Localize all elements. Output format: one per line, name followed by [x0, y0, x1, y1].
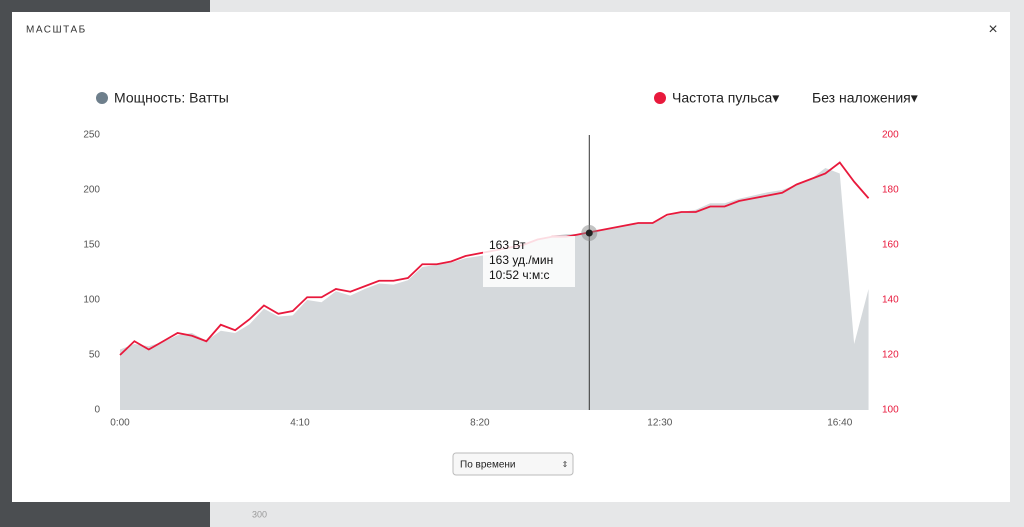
legend-hr[interactable]: Частота пульса▾	[672, 90, 779, 106]
y2-tick-label: 120	[882, 350, 899, 361]
overlay-select[interactable]: Без наложения▾	[812, 90, 918, 106]
tooltip	[483, 236, 575, 287]
close-button[interactable]: ×	[988, 21, 997, 38]
legend-dot	[654, 92, 666, 104]
x-tick-label: 4:10	[290, 418, 310, 429]
y2-tick-label: 200	[882, 130, 899, 141]
y-tick-label: 200	[83, 185, 100, 196]
y-tick-label: 250	[83, 130, 100, 141]
select-arrow[interactable]: ⇕	[562, 460, 569, 469]
power-area	[120, 168, 869, 410]
y-tick-label: 150	[83, 240, 100, 251]
tooltip-line: 163 уд./мин	[489, 253, 553, 267]
x-tick-label: 12:30	[647, 418, 672, 429]
bg-label: 300	[252, 509, 267, 519]
cursor-dot	[585, 229, 593, 237]
x-tick-label: 8:20	[470, 418, 490, 429]
y-tick-label: 50	[89, 350, 101, 361]
x-tick-label: 0:00	[110, 418, 130, 429]
y-tick-label: 0	[94, 405, 100, 416]
x-tick-label: 16:40	[827, 418, 852, 429]
plot: 0 50 100 150 200 250 100 120 140 160 180 200 0:00 4:1…	[83, 130, 899, 429]
select-label[interactable]: По времени	[460, 460, 516, 471]
y2-tick-label: 180	[882, 185, 899, 196]
modal-title: МАСШТАБ	[26, 25, 87, 36]
y-tick-label: 100	[83, 295, 100, 306]
select-box[interactable]	[452, 452, 574, 476]
tooltip-line: 10:52 ч:м:с	[489, 268, 550, 282]
y2-tick-label: 140	[882, 295, 899, 306]
tooltip-line: 163 Вт	[489, 238, 526, 252]
legend-dot	[96, 92, 108, 104]
y2-tick-label: 160	[882, 240, 899, 251]
legend-power: Мощность: Ватты	[114, 90, 229, 106]
y2-tick-label: 100	[882, 405, 899, 416]
